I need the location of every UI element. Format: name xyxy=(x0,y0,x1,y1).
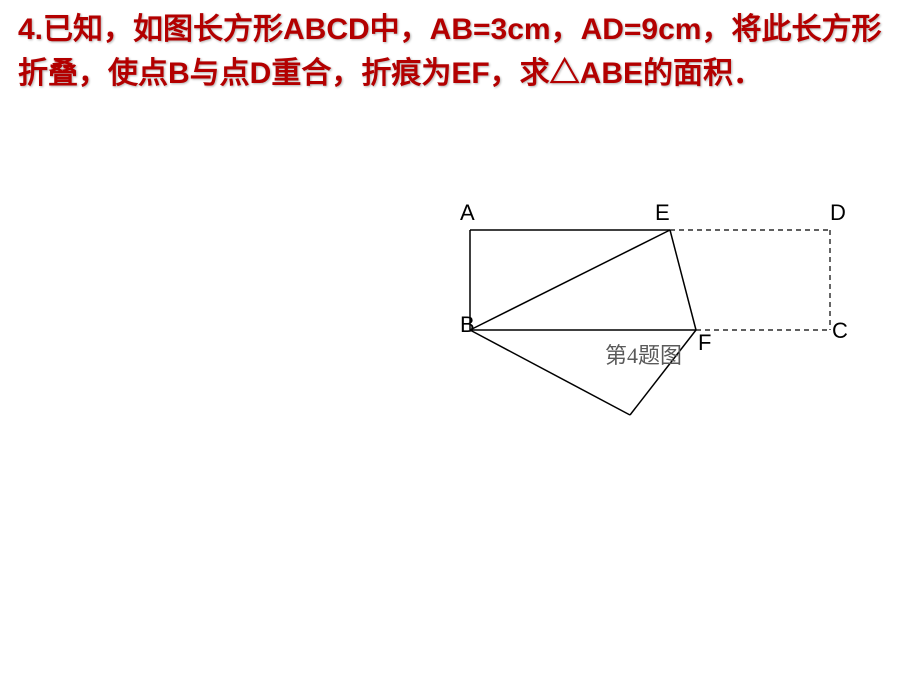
diagram-caption: 第4题图 xyxy=(605,338,682,370)
problem-statement: 4.已知，如图长方形ABCD中，AB=3cm，AD=9cm，将此长方形折叠，使点… xyxy=(18,8,910,95)
label-C: C xyxy=(832,318,848,344)
label-F: F xyxy=(698,330,711,356)
label-A: A xyxy=(460,200,475,226)
line-EF xyxy=(670,230,696,330)
geometry-diagram: A B C D E F 第4题图 xyxy=(440,190,860,470)
diagram-svg xyxy=(440,190,860,470)
label-B: B xyxy=(460,312,475,338)
label-E: E xyxy=(655,200,670,226)
label-D: D xyxy=(830,200,846,226)
line-BE xyxy=(470,230,670,330)
